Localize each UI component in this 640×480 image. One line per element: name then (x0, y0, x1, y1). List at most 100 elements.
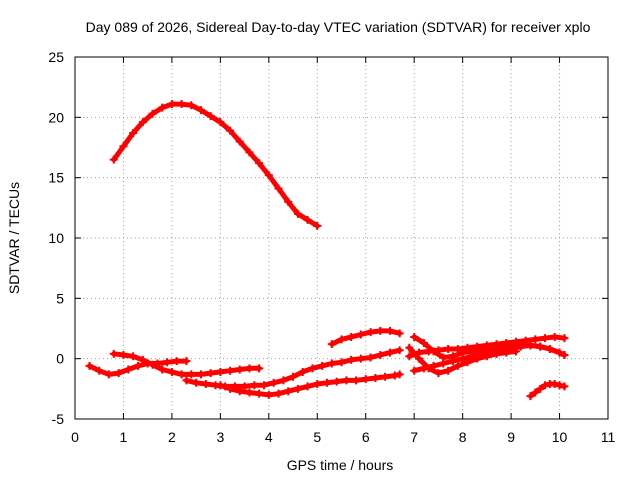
data-point-arc-a (133, 361, 142, 370)
data-point-arc-c (250, 381, 259, 390)
data-point-arc-a (182, 357, 191, 366)
data-point-arc-h (536, 342, 545, 351)
data-point-arc-e (327, 340, 336, 349)
data-point-arc-h (448, 357, 457, 366)
x-tick-label: 0 (71, 429, 79, 445)
chart-title: Day 089 of 2026, Sidereal Day-to-day VTE… (86, 19, 591, 35)
y-tick-label: 20 (48, 109, 64, 125)
x-tick-label: 5 (313, 429, 321, 445)
data-point-arc-d (216, 381, 225, 390)
data-point-arc-high (187, 101, 196, 110)
data-point-arc-b (235, 365, 244, 374)
y-tick-label: -5 (52, 411, 65, 427)
y-axis-label: SDTVAR / TECUs (6, 182, 22, 294)
data-point-arc-d (284, 387, 293, 396)
x-tick-label: 8 (459, 429, 467, 445)
data-point-arc-i (453, 361, 462, 370)
data-point-arc-i (434, 369, 443, 378)
data-point-arc-high (245, 148, 254, 157)
data-point-arc-i (482, 352, 491, 361)
data-point-arc-b (109, 349, 118, 358)
series-line-arc-high (111, 101, 320, 229)
data-point-arc-a (172, 357, 181, 366)
data-point-arc-i (405, 343, 414, 352)
data-point-arc-d (303, 382, 312, 391)
data-point-arc-a (163, 358, 172, 367)
data-point-arc-high (196, 106, 205, 115)
data-point-arc-e (347, 332, 356, 341)
data-point-arc-b (158, 365, 167, 374)
data-point-arc-j (555, 381, 564, 390)
data-point-arc-e (385, 326, 394, 335)
data-point-arc-f (531, 335, 540, 344)
data-point-arc-high (216, 118, 225, 127)
data-point-arc-j (560, 382, 569, 391)
data-point-arc-h (526, 341, 535, 350)
data-point-arc-high (235, 137, 244, 146)
x-tick-label: 9 (507, 429, 515, 445)
data-point-arc-e (395, 329, 404, 338)
x-tick-label: 10 (552, 429, 568, 445)
data-point-arc-b (255, 364, 264, 373)
data-point-arc-c (356, 354, 365, 363)
data-point-arc-j (541, 381, 550, 390)
data-point-arc-b (177, 370, 186, 379)
data-point-arc-high (303, 215, 312, 224)
data-point-arc-a (95, 366, 104, 375)
data-point-arc-d (395, 370, 404, 379)
data-point-arc-b (187, 370, 196, 379)
y-tick-label: 25 (48, 49, 64, 65)
data-point-arc-h (560, 351, 569, 360)
data-point-arc-high (206, 112, 215, 121)
data-point-arc-c (298, 367, 307, 376)
data-point-arc-high (177, 100, 186, 109)
data-point-arc-c (182, 376, 191, 385)
data-point-arc-h (439, 359, 448, 368)
data-point-arc-high (293, 209, 302, 218)
series-line-arc-b (111, 351, 262, 377)
data-point-arc-h (516, 342, 525, 351)
data-point-arc-b (226, 366, 235, 375)
data-point-arc-b (206, 369, 215, 378)
data-point-arc-c (279, 376, 288, 385)
data-point-arc-c (259, 381, 268, 390)
data-point-arc-c (192, 378, 201, 387)
data-point-arc-f (453, 345, 462, 354)
data-point-arc-c (201, 380, 210, 389)
data-point-arc-high (264, 171, 273, 180)
data-point-arc-c (376, 351, 385, 360)
data-point-arc-i (424, 364, 433, 373)
data-point-arc-i (492, 349, 501, 358)
data-point-arc-c (327, 359, 336, 368)
data-point-arc-d (332, 377, 341, 386)
data-point-arc-high (148, 109, 157, 118)
data-point-arc-high (284, 197, 293, 206)
data-point-arc-i (444, 366, 453, 375)
data-point-arc-h (410, 366, 419, 375)
data-point-arc-c (240, 382, 249, 391)
data-point-arc-g (419, 338, 428, 347)
x-tick-label: 6 (362, 429, 370, 445)
y-tick-label: 10 (48, 230, 64, 246)
data-point-arc-i (502, 348, 511, 357)
data-point-arc-d (371, 373, 380, 382)
data-point-arc-j (526, 392, 535, 401)
data-point-arc-b (129, 352, 138, 361)
data-point-arc-d (313, 380, 322, 389)
y-tick-label: 15 (48, 170, 64, 186)
data-point-arc-b (119, 351, 128, 360)
data-point-arc-c (289, 372, 298, 381)
data-point-arc-b (138, 355, 147, 364)
data-point-arc-b (167, 367, 176, 376)
data-point-arc-d (293, 384, 302, 393)
series-layer (85, 100, 569, 401)
x-tick-label: 11 (601, 429, 616, 445)
data-point-arc-c (318, 361, 327, 370)
data-point-arc-e (376, 326, 385, 335)
data-point-arc-d (322, 378, 331, 387)
data-point-arc-d (381, 372, 390, 381)
x-axis-label: GPS time / hours (287, 457, 394, 473)
x-tick-label: 2 (168, 429, 176, 445)
data-point-arc-j (550, 380, 559, 389)
data-point-arc-e (337, 335, 346, 344)
